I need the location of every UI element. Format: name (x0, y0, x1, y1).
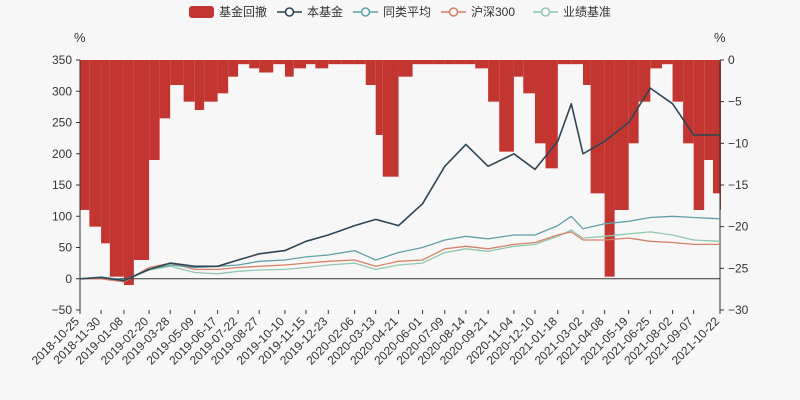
legend-label[interactable]: 同类平均 (383, 5, 431, 19)
drawdown-bar (375, 60, 383, 135)
right-tick-label: 0 (728, 53, 735, 67)
drawdown-bar (341, 60, 355, 65)
left-tick-label: 200 (52, 147, 72, 161)
drawdown-bar (89, 60, 102, 227)
series-line (79, 229, 721, 282)
drawdown-bar (249, 60, 260, 69)
x-axis-ticks: 2018-10-252018-11-302019-01-082019-02-20… (29, 310, 722, 368)
series-line (80, 231, 720, 283)
drawdown-bar (433, 60, 445, 65)
legend-swatch (189, 6, 214, 18)
series-line (79, 215, 721, 281)
legend-label[interactable]: 基金回撤 (219, 4, 267, 19)
legend-marker (540, 7, 551, 17)
drawdown-bar (638, 60, 651, 102)
drawdown-bar (170, 60, 184, 85)
drawdown-bar (704, 60, 713, 160)
drawdown-bar (149, 60, 160, 160)
drawdown-bar (183, 60, 195, 102)
drawdown-bar (284, 60, 294, 77)
drawdown-bar (513, 60, 524, 77)
drawdown-bar (650, 60, 663, 69)
drawdown-bar (545, 60, 558, 169)
drawdown-bar (712, 60, 720, 194)
right-tick-label: −15 (728, 178, 749, 192)
drawdown-bar (454, 60, 466, 65)
left-axis-ticks: 350 300 250 200 150 100 50 0 −50 (52, 53, 80, 317)
left-tick-label: 150 (52, 178, 72, 192)
drawdown-bar (488, 60, 500, 102)
drawdown-bar (628, 60, 639, 144)
drawdown-bar (133, 60, 150, 260)
left-axis-unit: % (74, 30, 86, 45)
drawdown-bar (159, 60, 171, 119)
right-tick-label: −20 (728, 220, 749, 234)
series-line (79, 87, 720, 282)
drawdown-bar (354, 60, 366, 65)
drawdown-bar (382, 60, 399, 177)
drawdown-bar (534, 60, 546, 144)
drawdown-bar (217, 60, 229, 94)
right-tick-label: −5 (728, 95, 742, 109)
drawdown-bar (571, 60, 583, 65)
drawdown-bar (683, 60, 694, 144)
left-tick-label: 350 (52, 53, 72, 67)
drawdown-bars (80, 60, 721, 285)
drawdown-bar (412, 60, 423, 65)
drawdown-bar (475, 60, 489, 69)
left-tick-label: 50 (59, 241, 73, 255)
drawdown-bar (273, 60, 285, 65)
left-tick-label: −50 (52, 303, 73, 317)
drawdown-bar (672, 60, 684, 102)
drawdown-bar (662, 60, 673, 65)
drawdown-bar (259, 60, 274, 73)
left-tick-label: 300 (52, 84, 72, 98)
series-lines (79, 87, 721, 283)
legend-label[interactable]: 业绩基准 (563, 5, 611, 19)
drawdown-bar (465, 60, 476, 65)
right-tick-label: −10 (728, 136, 749, 150)
right-axis-unit: % (714, 30, 726, 45)
drawdown-bar (590, 60, 605, 194)
drawdown-bar (614, 60, 629, 210)
legend-label[interactable]: 沪深300 (471, 5, 515, 19)
drawdown-bar (123, 60, 134, 285)
left-tick-label: 250 (52, 116, 72, 130)
drawdown-bar (194, 60, 205, 110)
drawdown-bar (238, 60, 250, 65)
drawdown-bar (80, 60, 90, 210)
drawdown-bar (557, 60, 572, 65)
drawdown-bar (582, 60, 591, 85)
legend-marker (448, 7, 459, 17)
drawdown-bar (422, 60, 434, 65)
left-tick-label: 100 (52, 209, 72, 223)
drawdown-bar (328, 60, 342, 65)
legend-marker (284, 7, 295, 17)
right-axis-ticks: 0 −5 −10 −15 −20 −25 −30 (720, 53, 749, 317)
drawdown-bar (604, 60, 615, 277)
drawdown-bar (204, 60, 218, 102)
drawdown-bar (365, 60, 376, 85)
legend: 基金回撤 本基金 同类平均 沪深300 业绩基准 (189, 4, 611, 19)
drawdown-bar (101, 60, 110, 244)
drawdown-bar (228, 60, 239, 77)
drawdown-bar (293, 60, 307, 69)
drawdown-bar (109, 60, 124, 277)
drawdown-bar (444, 60, 455, 65)
legend-label[interactable]: 本基金 (307, 4, 343, 19)
drawdown-bar (499, 60, 514, 152)
left-tick-label: 0 (65, 272, 72, 286)
drawdown-bar (523, 60, 535, 94)
drawdown-bar (398, 60, 413, 77)
legend-marker (360, 7, 371, 17)
right-tick-label: −25 (728, 261, 749, 275)
drawdown-bar (315, 60, 329, 69)
drawdown-bar (306, 60, 316, 65)
right-tick-label: −30 (728, 303, 749, 317)
